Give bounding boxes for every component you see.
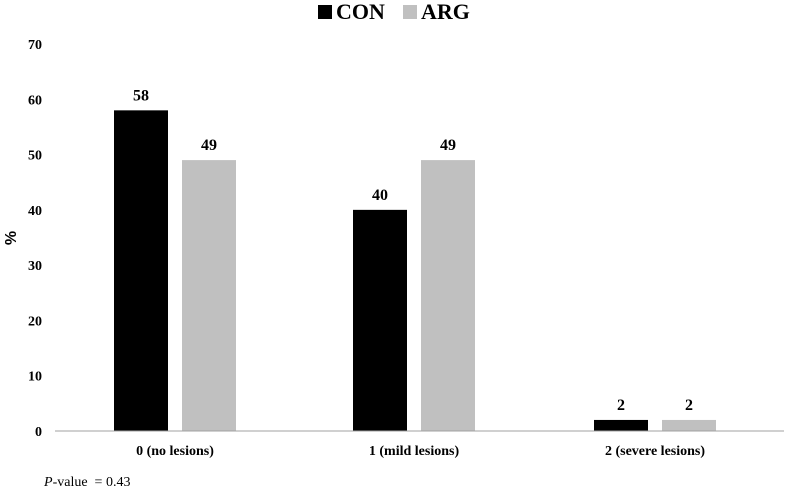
data-label-arg-0: 49 [201,137,217,154]
y-tick-label: 30 [28,259,42,274]
y-tick-label: 20 [28,314,42,329]
bar-arg-1 [421,160,475,431]
bar-con-0 [114,110,168,431]
data-label-con-2: 2 [617,397,625,414]
p-value-letter: P [43,475,53,489]
p-value-text: -value = 0.43 [53,475,131,489]
x-axis-labels: 0 (no lesions) 1 (mild lesions) 2 (severe … [136,444,705,459]
y-tick-label: 50 [28,149,42,164]
legend-label-arg: ARG [421,0,470,24]
data-label-con-1: 40 [372,187,388,204]
y-axis-ticks: 0 10 20 30 40 50 60 70 [28,38,42,440]
bars [114,110,716,431]
bar-con-1 [353,209,407,431]
bar-arg-2 [662,419,716,431]
legend-swatch-con [318,5,332,19]
legend-swatch-arg [403,5,417,19]
data-labels: 58 49 40 49 2 2 [133,87,693,414]
data-label-arg-1: 49 [440,137,456,154]
x-category-label: 2 (severe lesions) [605,444,705,459]
y-tick-label: 70 [28,38,42,53]
bar-arg-0 [182,160,236,431]
y-tick-label: 40 [28,204,42,219]
data-label-arg-2: 2 [685,397,693,414]
legend: CON ARG [318,0,470,24]
y-axis-label: % [3,231,20,245]
y-tick-label: 10 [28,370,42,385]
legend-label-con: CON [336,0,385,24]
data-label-con-0: 58 [133,87,149,104]
p-value-note: P-value = 0.43 [43,475,130,489]
x-category-label: 1 (mild lesions) [369,444,460,459]
bar-con-2 [594,419,648,431]
y-tick-label: 60 [28,93,42,108]
y-tick-label: 0 [35,425,42,440]
x-category-label: 0 (no lesions) [136,444,214,459]
